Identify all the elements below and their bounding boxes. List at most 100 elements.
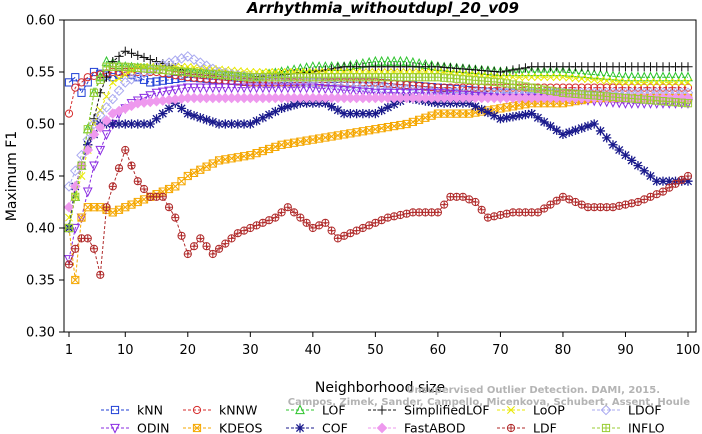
data-point xyxy=(483,66,493,76)
legend-item-lof: LOF xyxy=(286,403,346,418)
data-point xyxy=(101,115,112,126)
data-point xyxy=(477,65,487,76)
data-point xyxy=(376,88,387,99)
data-point xyxy=(589,119,599,129)
data-point xyxy=(177,231,186,240)
data-point xyxy=(226,83,237,94)
data-point xyxy=(552,73,561,82)
data-point xyxy=(646,95,655,105)
y-tick-label: 0.60 xyxy=(26,14,55,29)
data-point xyxy=(114,119,124,129)
data-point xyxy=(402,80,411,90)
data-point xyxy=(658,83,668,92)
data-point xyxy=(295,83,306,94)
data-point xyxy=(264,83,274,94)
data-point xyxy=(609,77,617,86)
data-point xyxy=(545,66,556,77)
data-point xyxy=(614,70,625,81)
x-tick-label: 1 xyxy=(65,343,73,358)
data-point xyxy=(277,208,286,217)
data-point xyxy=(683,171,693,181)
data-point xyxy=(169,55,181,66)
data-point xyxy=(339,86,350,96)
data-point xyxy=(208,249,217,259)
data-point xyxy=(571,74,580,83)
data-point xyxy=(139,75,149,84)
watermark-line-2: Campos, Zimek, Sander, Campello, Micenko… xyxy=(288,397,690,408)
data-point xyxy=(121,70,130,79)
data-point xyxy=(552,196,561,205)
data-point xyxy=(232,83,243,94)
data-point xyxy=(514,111,524,121)
data-point xyxy=(658,176,668,186)
data-point xyxy=(665,83,674,92)
data-point xyxy=(577,123,587,133)
data-point xyxy=(676,71,687,82)
data-point xyxy=(139,184,149,194)
data-point xyxy=(113,85,125,97)
data-point xyxy=(671,78,680,87)
legend-label: kNN xyxy=(137,403,163,418)
legend-marker xyxy=(377,405,387,415)
data-point xyxy=(407,88,418,99)
data-point xyxy=(615,77,624,86)
data-point xyxy=(139,119,149,129)
data-point xyxy=(320,84,331,95)
data-point xyxy=(677,98,686,107)
data-point xyxy=(352,109,362,119)
data-point xyxy=(201,115,212,125)
data-point xyxy=(533,73,542,82)
data-point xyxy=(565,73,574,82)
data-point xyxy=(321,218,330,227)
data-point xyxy=(651,71,662,82)
data-point xyxy=(670,71,681,82)
data-point xyxy=(671,179,680,188)
data-point xyxy=(327,102,337,112)
data-point xyxy=(439,62,449,72)
data-point xyxy=(608,70,618,81)
data-point xyxy=(158,192,167,201)
data-point xyxy=(71,192,80,201)
data-point xyxy=(671,83,680,92)
legend-item-kdeos: KDEOS xyxy=(183,421,263,434)
data-point xyxy=(282,83,293,94)
data-point xyxy=(527,109,537,119)
data-point xyxy=(370,88,381,99)
data-point xyxy=(283,102,293,112)
y-tick-label: 0.55 xyxy=(26,66,55,81)
data-point xyxy=(233,119,243,129)
data-point xyxy=(639,71,650,82)
x-tick-label: 20 xyxy=(180,343,197,358)
data-point xyxy=(89,161,99,172)
data-point xyxy=(633,71,643,82)
axes: 1 10 20 30 40 50 60 70 80 90 100 0.30 0.35 0.40 0.45 0.… xyxy=(26,14,700,359)
data-point xyxy=(440,83,449,92)
data-point xyxy=(364,88,375,98)
data-point xyxy=(640,83,649,92)
data-point xyxy=(358,109,368,119)
data-point xyxy=(332,85,343,96)
data-point xyxy=(471,197,480,207)
data-point xyxy=(502,113,512,123)
data-point xyxy=(395,88,406,99)
legend-label: KDEOS xyxy=(219,421,263,434)
data-point xyxy=(201,83,212,94)
data-point xyxy=(270,83,281,94)
y-axis-label: Maximum F1 xyxy=(4,131,20,221)
data-point xyxy=(114,51,124,61)
legend-label: FastABOD xyxy=(404,421,466,434)
legend-item-ldof: LDOF xyxy=(592,403,662,418)
data-point xyxy=(564,66,575,77)
data-point xyxy=(645,171,656,181)
legend: kNN kNNW LOF SimplifiedLOF LoOP LDOF ODIN KDEOS… xyxy=(101,403,665,434)
x-tick-label: 70 xyxy=(492,343,509,358)
data-point xyxy=(383,102,393,112)
data-point xyxy=(684,78,692,87)
data-point xyxy=(108,182,117,191)
legend-label: ODIN xyxy=(137,421,170,434)
data-point xyxy=(139,93,149,104)
data-point xyxy=(602,133,612,143)
data-point xyxy=(627,199,636,208)
data-point xyxy=(120,119,130,129)
data-point xyxy=(146,78,155,87)
